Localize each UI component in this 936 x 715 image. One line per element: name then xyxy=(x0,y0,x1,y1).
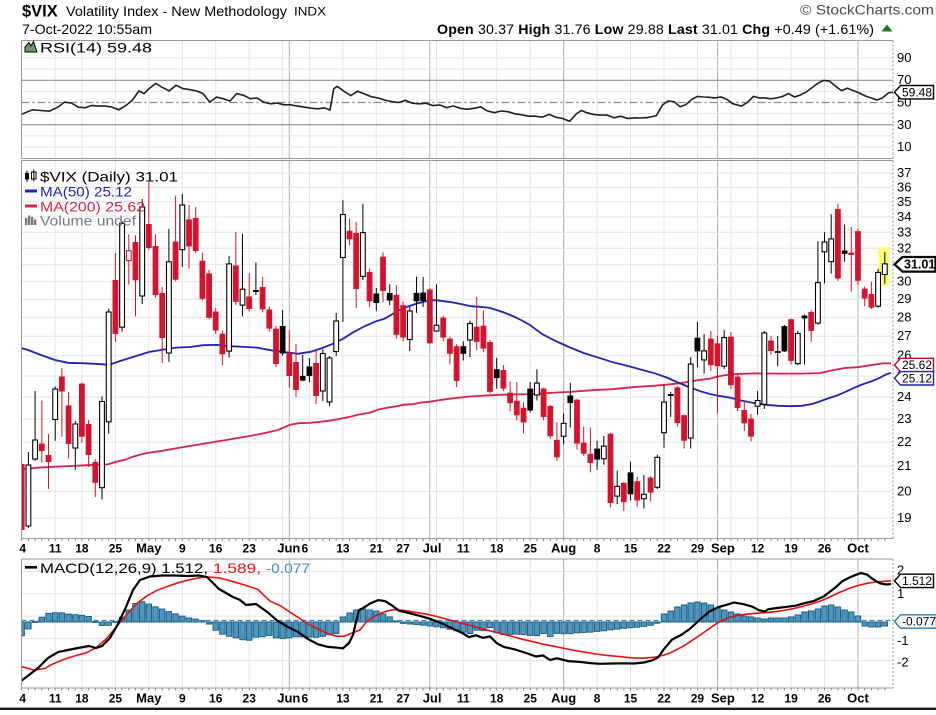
svg-text:Jun: Jun xyxy=(277,691,300,706)
svg-text:Sep: Sep xyxy=(711,541,735,556)
svg-text:29: 29 xyxy=(897,291,911,306)
svg-text:$VIX (Daily) 31.01: $VIX (Daily) 31.01 xyxy=(40,169,178,185)
svg-text:10: 10 xyxy=(897,139,911,154)
svg-text:35: 35 xyxy=(897,194,911,209)
svg-text:22: 22 xyxy=(657,692,671,706)
svg-text:25.62: 25.62 xyxy=(902,358,932,372)
svg-text:Aug: Aug xyxy=(551,691,576,706)
svg-text:27: 27 xyxy=(396,542,410,556)
svg-text:25: 25 xyxy=(524,542,538,556)
svg-text:30: 30 xyxy=(897,274,911,289)
svg-text:26: 26 xyxy=(818,542,832,556)
svg-text:Aug: Aug xyxy=(551,541,576,556)
svg-text:36: 36 xyxy=(897,179,911,194)
svg-text:19: 19 xyxy=(784,542,798,556)
svg-text:-1: -1 xyxy=(897,633,909,648)
svg-text:30: 30 xyxy=(897,117,911,132)
svg-text:12: 12 xyxy=(751,692,765,706)
svg-text:Oct: Oct xyxy=(847,541,869,556)
svg-text:21: 21 xyxy=(370,542,384,556)
svg-text:11: 11 xyxy=(49,542,62,556)
svg-text:16: 16 xyxy=(209,692,223,706)
svg-text:59.48: 59.48 xyxy=(902,85,932,99)
svg-text:34: 34 xyxy=(897,209,911,224)
svg-text:27: 27 xyxy=(396,692,410,706)
svg-text:2: 2 xyxy=(897,563,904,578)
svg-text:19: 19 xyxy=(784,692,798,706)
svg-text:21: 21 xyxy=(370,692,384,706)
svg-text:29: 29 xyxy=(691,692,705,706)
svg-text:27: 27 xyxy=(897,328,911,343)
svg-text:25: 25 xyxy=(524,692,538,706)
svg-text:Jul: Jul xyxy=(423,541,442,556)
svg-text:MA(200) 25.62: MA(200) 25.62 xyxy=(40,199,145,215)
svg-text:31.01: 31.01 xyxy=(904,258,935,272)
svg-text:23: 23 xyxy=(897,411,911,426)
svg-text:24: 24 xyxy=(897,389,911,404)
svg-text:May: May xyxy=(136,541,162,556)
svg-text:7-Oct-2022 10:55am: 7-Oct-2022 10:55am xyxy=(22,21,152,37)
svg-text:1.589,: 1.589, xyxy=(213,560,261,576)
svg-text:23: 23 xyxy=(243,542,257,556)
svg-text:18: 18 xyxy=(75,542,89,556)
svg-text:4: 4 xyxy=(19,542,26,556)
svg-text:RSI(14) 59.48: RSI(14) 59.48 xyxy=(40,40,152,56)
svg-text:33: 33 xyxy=(897,224,911,239)
svg-text:21: 21 xyxy=(897,458,911,473)
svg-text:Sep: Sep xyxy=(711,691,735,706)
svg-text:16: 16 xyxy=(209,542,223,556)
svg-text:15: 15 xyxy=(624,692,638,706)
svg-text:4: 4 xyxy=(19,692,26,706)
svg-text:90: 90 xyxy=(897,50,911,65)
svg-text:12: 12 xyxy=(751,542,765,556)
svg-text:13: 13 xyxy=(336,692,350,706)
svg-text:23: 23 xyxy=(243,692,257,706)
svg-text:-0.077: -0.077 xyxy=(902,615,936,629)
svg-text:6: 6 xyxy=(301,692,308,706)
svg-text:11: 11 xyxy=(457,692,470,706)
svg-text:MA(50) 25.12: MA(50) 25.12 xyxy=(40,184,132,200)
svg-text:Open 30.37 High 31.76 Low 29.8: Open 30.37 High 31.76 Low 29.88 Last 31.… xyxy=(437,22,874,38)
svg-text:22: 22 xyxy=(657,542,671,556)
svg-text:22: 22 xyxy=(897,434,911,449)
svg-text:29: 29 xyxy=(691,542,705,556)
svg-text:9: 9 xyxy=(179,542,186,556)
svg-text:-0.077: -0.077 xyxy=(266,560,310,576)
svg-text:70: 70 xyxy=(897,72,911,87)
svg-text:11: 11 xyxy=(457,542,470,556)
svg-text:May: May xyxy=(136,691,162,706)
svg-text:26: 26 xyxy=(818,692,832,706)
svg-text:11: 11 xyxy=(49,692,62,706)
svg-text:32: 32 xyxy=(897,240,911,255)
svg-text:© StockCharts.com: © StockCharts.com xyxy=(800,3,934,18)
svg-text:Jun: Jun xyxy=(277,541,300,556)
svg-text:37: 37 xyxy=(897,165,911,180)
svg-text:6: 6 xyxy=(301,542,308,556)
svg-text:MACD(12,26,9) 1.512,: MACD(12,26,9) 1.512, xyxy=(40,560,208,576)
svg-text:$VIX: $VIX xyxy=(22,3,58,21)
svg-text:-2: -2 xyxy=(897,655,909,670)
svg-text:INDX: INDX xyxy=(294,5,326,19)
svg-text:18: 18 xyxy=(490,692,504,706)
svg-text:25: 25 xyxy=(109,542,123,556)
svg-text:18: 18 xyxy=(75,692,89,706)
svg-text:Volume undef: Volume undef xyxy=(40,213,136,229)
svg-text:9: 9 xyxy=(179,692,186,706)
svg-text:Oct: Oct xyxy=(847,691,869,706)
svg-text:Volatility Index - New Methodo: Volatility Index - New Methodology xyxy=(66,4,287,19)
svg-text:8: 8 xyxy=(594,692,601,706)
svg-text:8: 8 xyxy=(594,542,601,556)
svg-text:20: 20 xyxy=(897,483,911,498)
svg-text:18: 18 xyxy=(490,542,504,556)
svg-text:28: 28 xyxy=(897,309,911,324)
svg-text:15: 15 xyxy=(624,542,638,556)
svg-text:25.12: 25.12 xyxy=(902,372,932,386)
svg-text:1.512: 1.512 xyxy=(902,574,932,588)
svg-text:Jul: Jul xyxy=(423,691,442,706)
svg-text:25: 25 xyxy=(109,692,123,706)
svg-text:19: 19 xyxy=(897,510,911,525)
svg-text:1: 1 xyxy=(897,586,904,601)
svg-text:13: 13 xyxy=(336,542,350,556)
